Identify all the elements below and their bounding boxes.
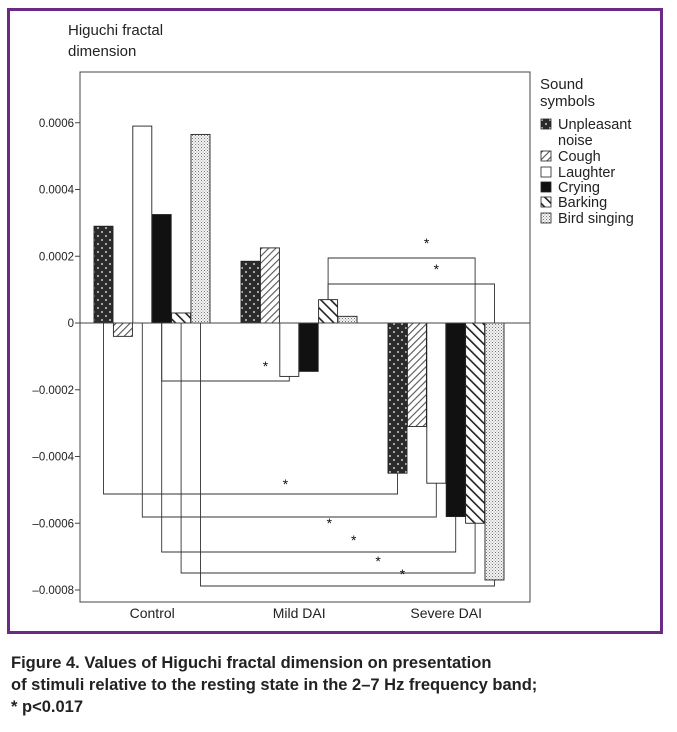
bar [387, 322, 408, 474]
legend-label: Unpleasant [558, 117, 631, 133]
bar [445, 322, 466, 518]
legend-title: Sound [540, 76, 583, 93]
y-tick-label: 0.0006 [39, 118, 74, 130]
significance-star: * [400, 566, 406, 582]
significance-star: * [434, 261, 440, 277]
plot-border [79, 71, 531, 603]
significance-bracket [161, 323, 457, 553]
legend-swatch [540, 196, 552, 208]
chart-frame [7, 8, 663, 634]
bar [190, 133, 211, 324]
legend-label: Crying [558, 180, 600, 196]
caption-line: * p<0.017 [11, 698, 84, 716]
bar [426, 322, 447, 484]
significance-star: * [424, 235, 430, 251]
y-tick-label: 0.0002 [39, 251, 74, 263]
significance-bracket [327, 283, 495, 323]
significance-star: * [283, 476, 289, 492]
bar [240, 260, 261, 324]
bar [406, 322, 427, 427]
legend-title: symbols [540, 93, 595, 110]
y-axis-label: dimension [68, 43, 136, 60]
y-tick-label: 0.0004 [39, 185, 75, 197]
legend-label: Bird singing [558, 211, 634, 227]
legend-label: noise [558, 133, 593, 149]
significance-bracket [200, 323, 495, 587]
y-tick-label: –0.0004 [32, 452, 74, 464]
significance-bracket [103, 323, 398, 495]
significance-star: * [327, 515, 333, 531]
figure-caption: Figure 4. Values of Higuchi fractal dime… [11, 652, 667, 718]
bar [465, 322, 486, 524]
bar-chart: Higuchi fractal dimension 0.00060.00040.… [32, 22, 634, 621]
caption-line: of stimuli relative to the resting state… [11, 676, 538, 694]
significance-star: * [375, 553, 381, 569]
y-tick-label: –0.0002 [32, 385, 74, 397]
significance-bracket [327, 257, 476, 323]
bar [93, 225, 114, 324]
bar [279, 322, 300, 377]
bar [259, 247, 280, 324]
y-tick-label: –0.0006 [32, 518, 74, 530]
legend-swatch [540, 118, 552, 130]
legend-swatch [540, 150, 552, 162]
significance-bracket [141, 323, 437, 518]
y-axis-label: Higuchi fractal [68, 22, 163, 39]
significance-star: * [263, 358, 269, 374]
legend-swatch [540, 212, 552, 224]
significance-bracket [180, 323, 476, 574]
y-tick-label: –0.0008 [32, 585, 74, 597]
significance-star: * [351, 532, 357, 548]
legend-swatch [540, 181, 552, 193]
legend-swatch [540, 166, 552, 178]
bar [151, 214, 172, 324]
x-tick-label: Severe DAI [410, 605, 482, 621]
legend-label: Cough [558, 149, 601, 165]
bar [112, 322, 133, 337]
y-tick-label: 0 [68, 318, 74, 330]
x-tick-label: Mild DAI [273, 605, 326, 621]
bar [171, 312, 192, 324]
bar [132, 125, 153, 324]
x-tick-label: Control [130, 605, 175, 621]
bar [318, 299, 339, 324]
legend-label: Laughter [558, 165, 615, 181]
caption-line: Figure 4. Values of Higuchi fractal dime… [11, 654, 492, 672]
bar [337, 315, 358, 324]
bar [484, 322, 505, 581]
bar [298, 322, 319, 372]
legend: Sound symbols UnpleasantnoiseCoughLaught… [540, 76, 634, 227]
plot-area: 0.0006 0.0004 0.0002 0 –0.0002 –0.0004 –0.0006… [32, 71, 531, 621]
legend-label: Barking [558, 195, 607, 211]
